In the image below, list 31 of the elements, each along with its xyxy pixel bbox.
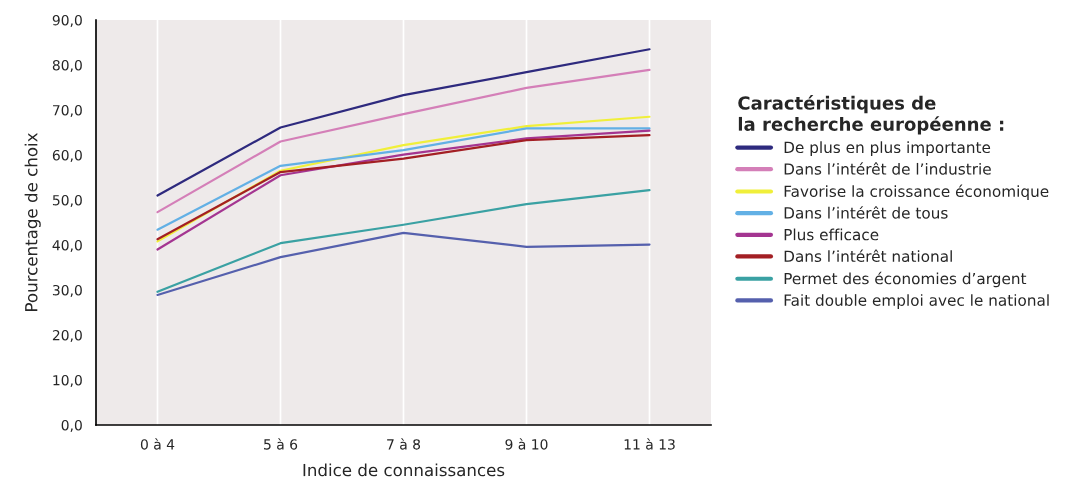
x-tick-label: 0 à 4 <box>140 438 175 450</box>
legend-label: Dans l’intérêt national <box>784 249 952 263</box>
y-tick-label: 70,0 <box>53 104 82 117</box>
x-tick-label: 7 à 8 <box>387 438 421 450</box>
legend-label: Permet des économies d’argent <box>784 271 1027 288</box>
legend-label: Favorise la croissance économique <box>784 184 1049 200</box>
line-series <box>156 48 651 197</box>
legend-label: De plus en plus importante <box>784 141 991 157</box>
line-series <box>156 68 651 214</box>
legend-label: Plus efficace <box>784 228 879 241</box>
x-tick-label: 9 à 10 <box>505 438 548 450</box>
line-series <box>156 188 651 293</box>
x-tick-label: 5 à 6 <box>264 438 298 450</box>
y-tick-label: 40,0 <box>52 239 82 252</box>
y-tick-label: 90,0 <box>52 14 82 27</box>
y-tick-label: 20,0 <box>52 329 82 342</box>
legend-label: Dans l’intérêt de l’industrie <box>784 162 991 175</box>
legend-title: Caractéristiques de la recherche européenne : <box>738 95 1004 135</box>
y-tick-label: 50,0 <box>52 194 82 207</box>
legend-label: Fait double emploi avec le national <box>784 294 1049 309</box>
y-tick-label: 60,0 <box>52 149 82 162</box>
y-axis-title: Pourcentage de choix <box>24 133 41 311</box>
line-series <box>156 231 651 297</box>
y-tick-label: 10,0 <box>53 374 82 387</box>
y-tick-label: 30,0 <box>52 284 82 297</box>
x-tick-label: 11 à 13 <box>624 438 675 450</box>
line-series <box>156 115 651 243</box>
x-axis-title: Indice de connaissances <box>303 463 505 477</box>
legend-label: Dans l’intérêt de tous <box>784 206 948 219</box>
y-tick-label: 0,0 <box>61 419 82 432</box>
y-tick-label: 80,0 <box>52 59 82 72</box>
